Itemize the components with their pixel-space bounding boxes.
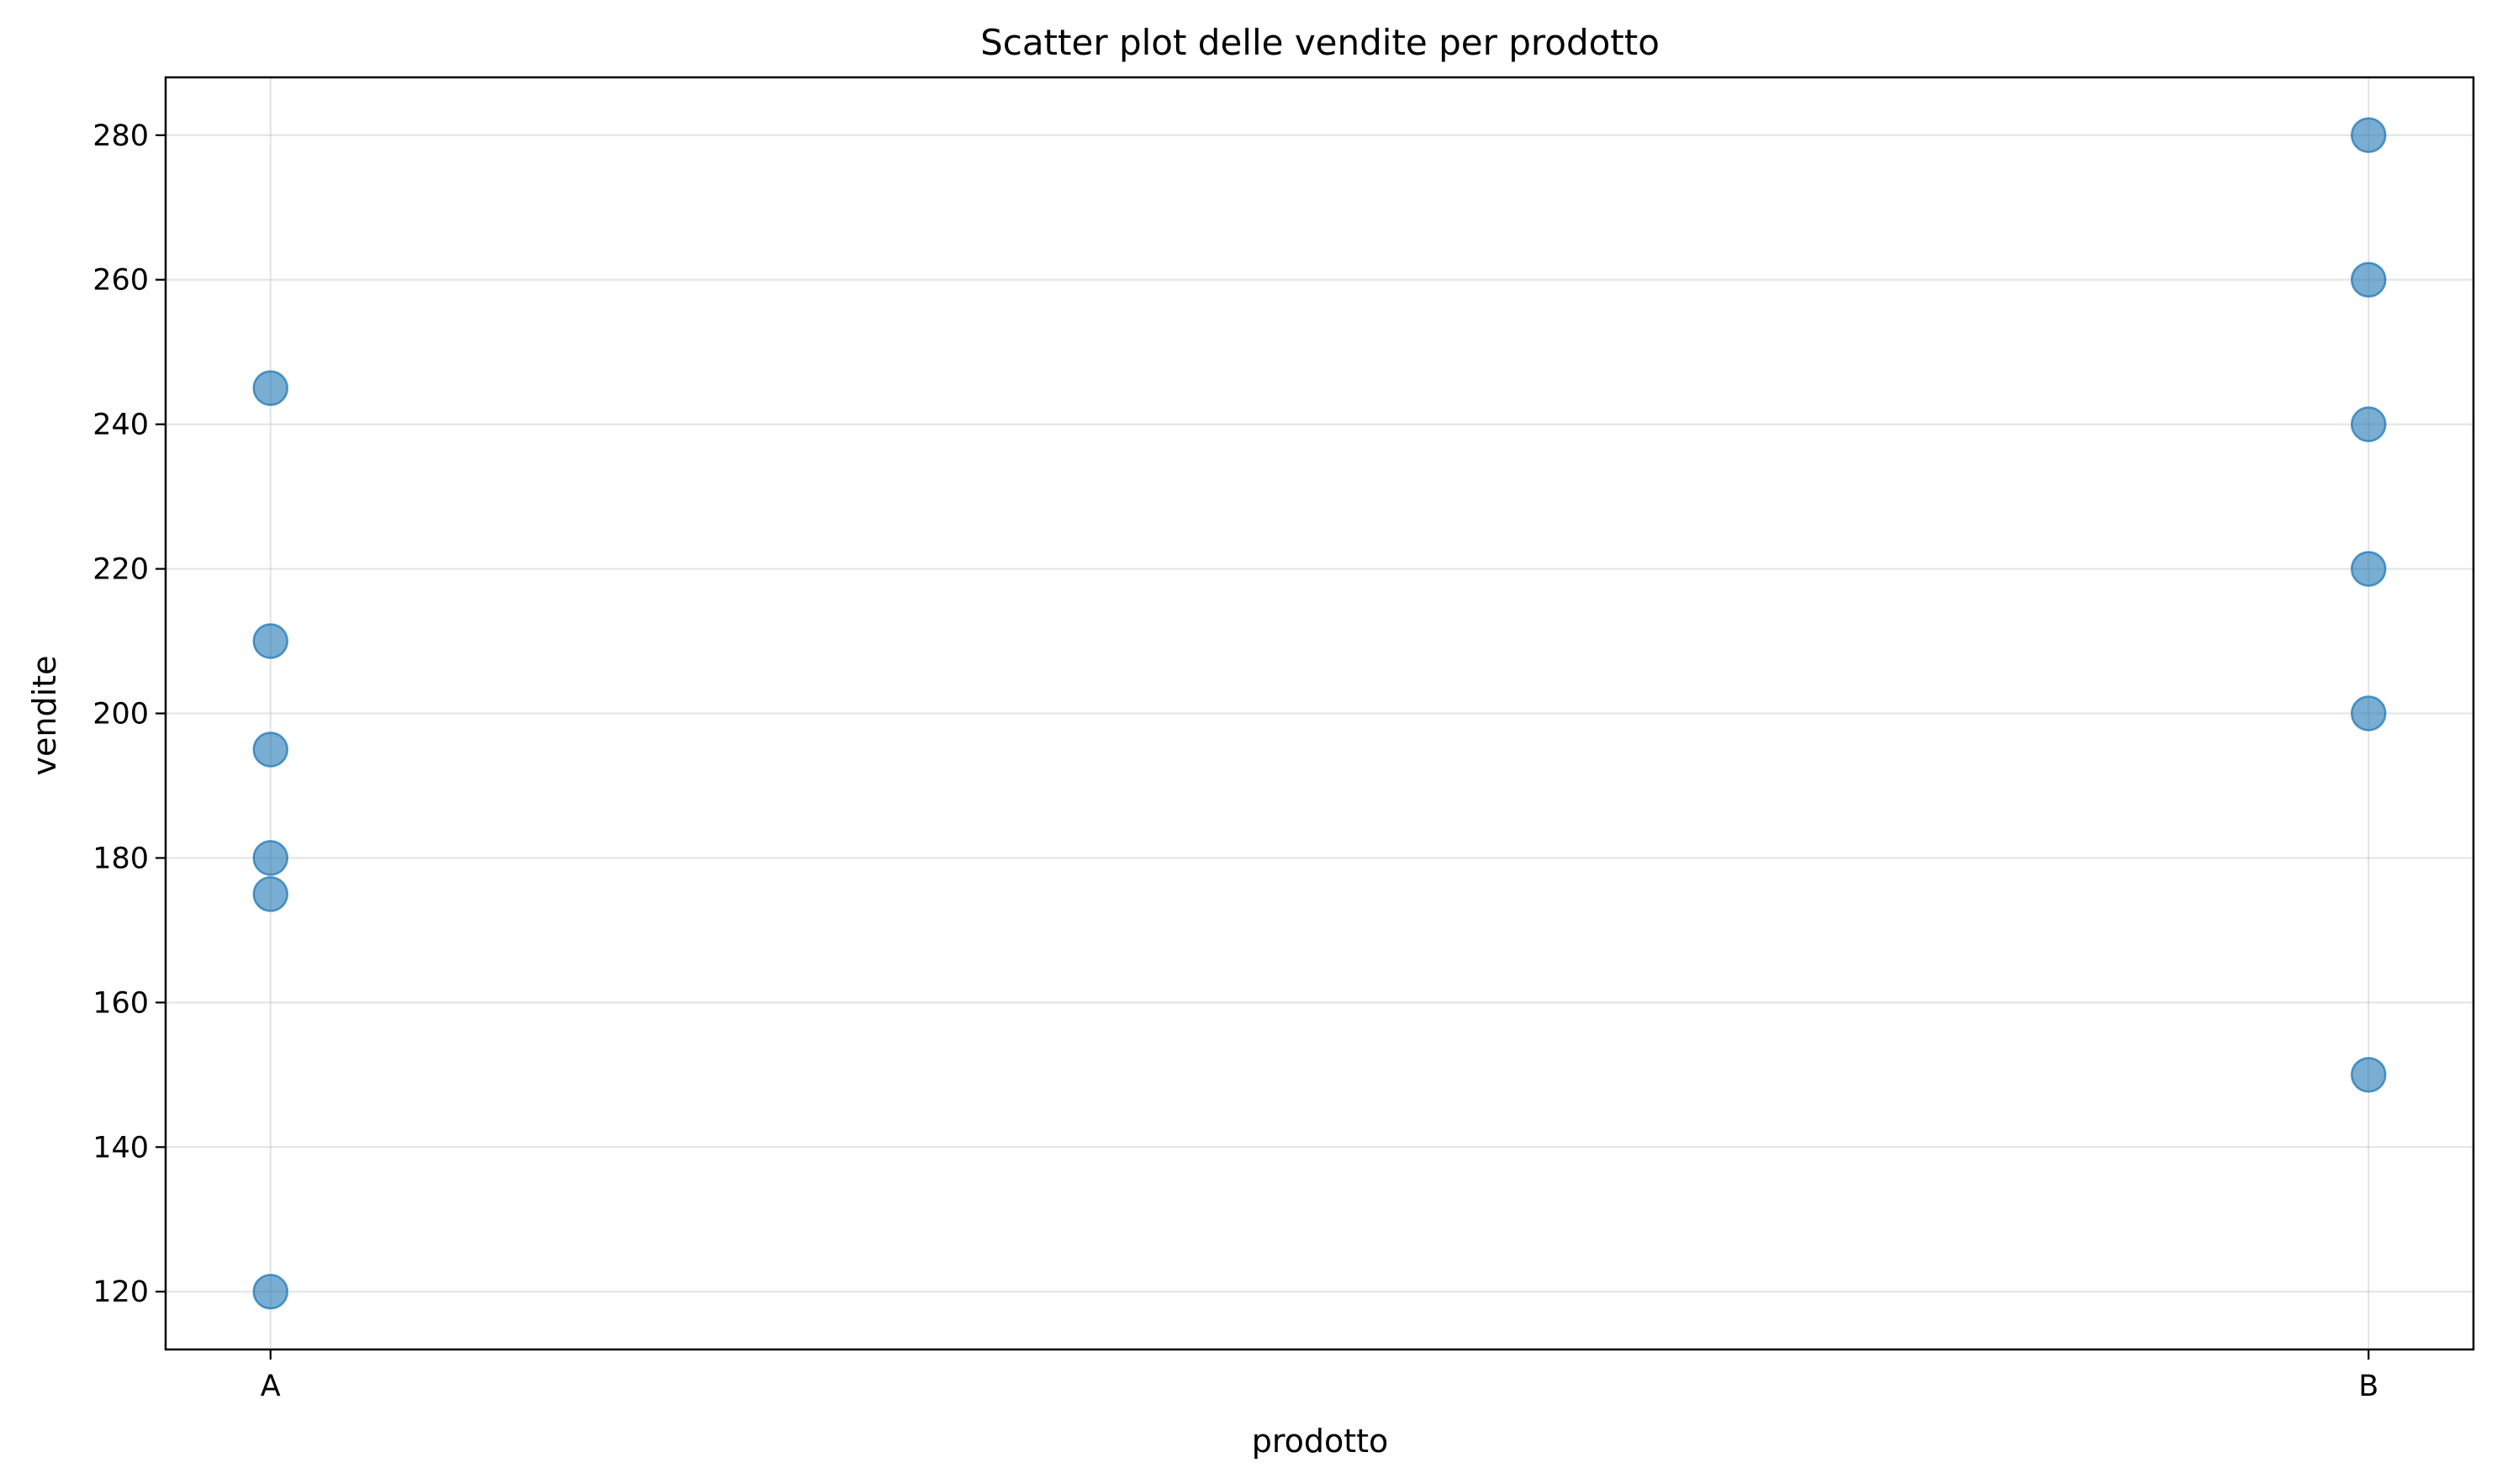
x-tick-label: A [261,1370,281,1403]
y-tick-label: 260 [92,264,149,298]
data-points [252,117,2387,1310]
scatter-point [252,731,289,768]
y-tick-label: 140 [92,1131,149,1164]
x-tick-label: B [2358,1370,2378,1403]
y-tick-label: 220 [92,553,149,587]
scatter-point [252,1273,289,1310]
y-tick-label: 120 [92,1275,149,1309]
chart-title: Scatter plot delle vendite per prodotto [980,22,1660,63]
scatter-point [252,623,289,659]
y-tick-label: 200 [92,698,149,731]
y-tick-label: 240 [92,409,149,442]
scatter-point [252,876,289,912]
scatter-point [2350,406,2387,442]
scatter-point [2350,1057,2387,1093]
scatter-point [2350,551,2387,587]
scatter-point [2350,117,2387,154]
y-tick-label: 160 [92,986,149,1020]
scatter-point [252,840,289,876]
grid-lines [166,77,2473,1349]
scatter-point [2350,695,2387,731]
y-tick-label: 180 [92,842,149,875]
x-axis-label: prodotto [1252,1423,1389,1460]
y-tick-label: 280 [92,119,149,153]
scatter-point [252,370,289,406]
scatter-point [2350,261,2387,298]
y-axis-label: vendite [26,656,63,776]
y-axis-ticks: 120 140 160 180 200 220 240 260 280 [92,119,166,1309]
